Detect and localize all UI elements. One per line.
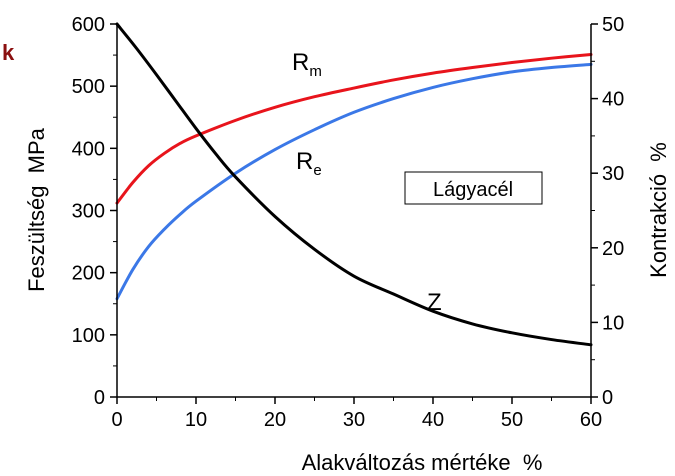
x-tick-label-2: 20	[264, 409, 286, 431]
y2-tick-label-0: 0	[602, 387, 613, 409]
y-axis-title-left: Feszültség MPa	[24, 127, 49, 292]
y-tick-label-4: 400	[72, 138, 105, 160]
x-tick-label-5: 50	[501, 409, 523, 431]
corner-letter: k	[2, 40, 15, 65]
series-line-z	[115, 22, 593, 347]
y-tick-label-2: 200	[72, 263, 105, 285]
x-tick-label-4: 40	[422, 409, 444, 431]
x-tick-label-3: 30	[343, 409, 365, 431]
series-line-rm	[115, 52, 593, 205]
series-line-re	[115, 62, 593, 301]
y-tick-label-1: 100	[72, 325, 105, 347]
series-label-rm-sub: m	[309, 63, 322, 80]
x-axis-title: Alakváltozás mértéke %	[302, 450, 543, 475]
x-tick-label-0: 0	[111, 409, 122, 431]
series-label-re-sub: e	[313, 162, 321, 179]
series-label-rm: Rm	[292, 49, 322, 80]
y2-tick-label-5: 50	[602, 14, 624, 36]
y-axis-title-right: Kontrakció %	[646, 142, 671, 278]
y-tick-label-3: 300	[72, 201, 105, 223]
y2-tick-label-1: 10	[602, 312, 624, 334]
annotation-box-label: Lágyacél	[433, 179, 513, 201]
series-label-rm-main: R	[292, 49, 309, 76]
y-tick-label-0: 0	[94, 387, 105, 409]
series-layer	[115, 22, 593, 347]
annotation-box-frame	[404, 171, 543, 205]
x-tick-label-1: 10	[185, 409, 207, 431]
x-tick-label-6: 60	[580, 409, 602, 431]
series-label-re-main: R	[296, 148, 313, 175]
y2-tick-label-3: 30	[602, 163, 624, 185]
series-label-z: Z	[427, 289, 442, 316]
ticks-layer: 0 10 20 30 40 50 60010020030040050060001020304…	[72, 14, 625, 431]
y2-tick-label-2: 20	[602, 238, 624, 260]
y2-tick-label-4: 40	[602, 89, 624, 111]
y-tick-label-5: 500	[72, 76, 105, 98]
series-label-re: Re	[296, 148, 322, 179]
y-tick-label-6: 600	[72, 14, 105, 36]
